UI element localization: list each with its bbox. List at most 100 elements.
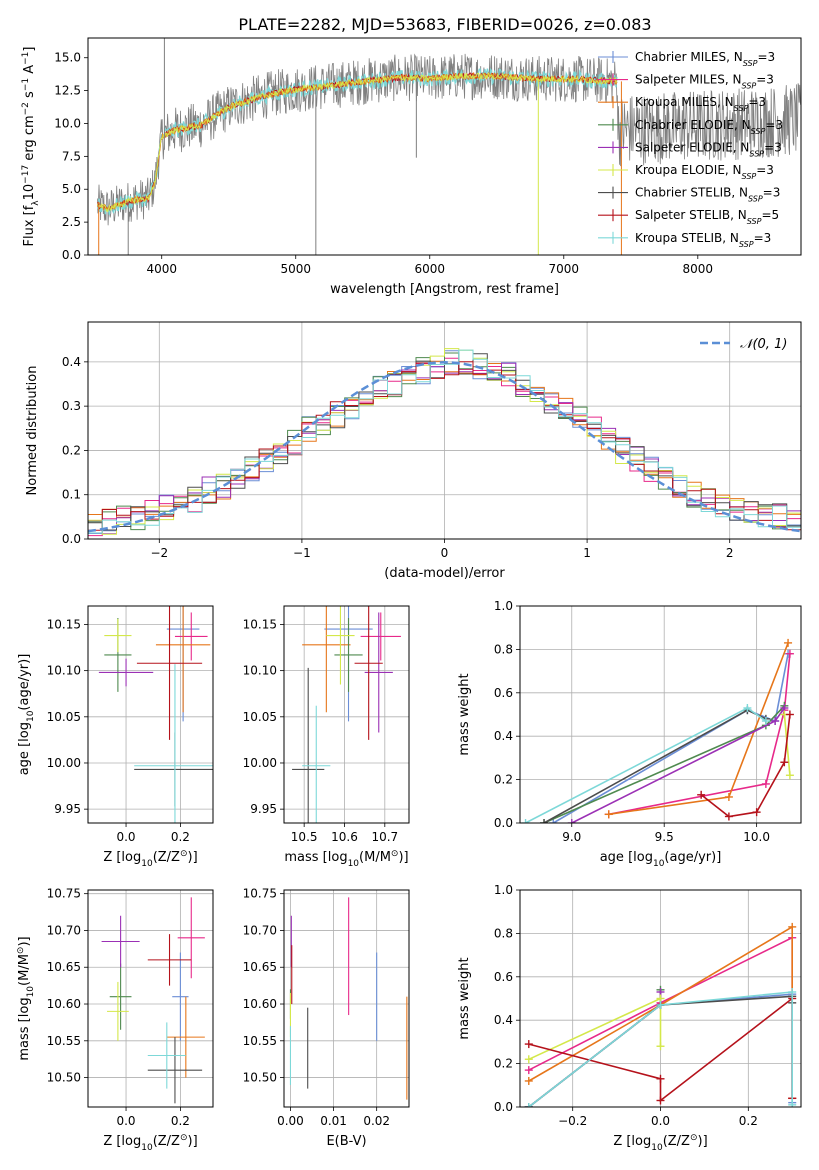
x-axis-label: E(B-V) (326, 1134, 366, 1149)
x-tick-label: 4000 (146, 262, 177, 276)
y-axis-label-part: mass [log (17, 997, 32, 1060)
x-axis-label: mass [log10(M/M⊙)] (284, 849, 408, 869)
y-tick-label: 10.50 (243, 1071, 277, 1085)
legend-label-n: =3 (757, 50, 775, 64)
x-tick-label: 0.2 (739, 1114, 758, 1128)
y-tick-label: 0.4 (494, 729, 513, 743)
y-tick-label: 0.6 (494, 686, 513, 700)
age-vs-mass-marks (292, 606, 401, 823)
y-axis-label-part: erg cm (22, 115, 37, 164)
y-axis-label: Flux [fλ10−17 erg cm−2 s−1 A−1] (21, 47, 41, 247)
axes-frame (87, 37, 802, 256)
legend-label-n: =3 (764, 140, 782, 154)
legend-label-name: Kroupa MILES, N (635, 95, 734, 109)
weight-line-kroupa-stelib (525, 707, 767, 823)
legend-label-name: Chabrier MILES, N (635, 50, 743, 64)
y-tick-label: 12.5 (54, 84, 81, 98)
x-tick-label: 9.5 (655, 830, 674, 844)
x-tick-label: −0.2 (558, 1114, 587, 1128)
y-tick-label: 7.5 (62, 149, 81, 163)
legend-label-sub: SSP (739, 239, 754, 248)
x-axis-label-part: ⊙ (180, 849, 188, 859)
legend-label: Kroupa STELIB, NSSP=3 (635, 231, 771, 249)
axes-frame (519, 605, 802, 824)
x-axis-label-part: 10 (653, 859, 665, 869)
x-tick-label: 1 (583, 546, 591, 560)
y-tick-label: 10.00 (47, 756, 81, 770)
y-axis-label-part: age [log (17, 722, 32, 775)
legend-label-sub: SSP (742, 81, 757, 90)
y-tick-label: 0.1 (62, 488, 81, 502)
weight-line-salpeter-elodie (571, 707, 786, 823)
y-axis-label: mass weight (457, 957, 472, 1039)
spectrum-marks (96, 38, 801, 255)
y-tick-label: 9.95 (250, 802, 277, 816)
axes-frame (87, 321, 802, 540)
x-tick-label: 9.0 (562, 830, 581, 844)
x-axis-label: Z [log10(Z/Z⊙)] (613, 1133, 707, 1153)
y-tick-label: 0.4 (494, 1013, 513, 1027)
figure-title: PLATE=2282, MJD=53683, FIBERID=0026, z=0… (238, 15, 651, 34)
y-tick-label: 9.95 (54, 802, 81, 816)
legend-label: Salpeter ELODIE, NSSP=3 (635, 140, 782, 158)
y-tick-label: 0.2 (494, 1057, 513, 1071)
legend-label-n: =3 (756, 73, 774, 87)
y-tick-label: 10.00 (243, 756, 277, 770)
legend-label-name: Kroupa STELIB, N (635, 231, 739, 245)
data-spectrum-line (97, 53, 801, 226)
y-tick-label: 10.65 (47, 960, 81, 974)
x-tick-label: 6000 (414, 262, 445, 276)
x-tick-label: 0.02 (363, 1114, 390, 1128)
x-axis-label-part: (Z/Z (153, 1134, 180, 1149)
y-axis-label-part: 10 (26, 986, 36, 998)
x-axis-label-part: 10 (141, 859, 153, 869)
x-axis-label-part: Z [log (103, 1134, 141, 1149)
x-axis-label-part: ⊙ (391, 849, 399, 859)
weight-line-kroupa-elodie (528, 997, 662, 1061)
legend-label: Chabrier STELIB, NSSP=3 (635, 186, 780, 204)
y-tick-label: 10.10 (47, 664, 81, 678)
y-tick-label: 10.75 (47, 887, 81, 901)
y-axis-label-part: Flux [f (22, 205, 37, 246)
residuals-plot: −2 −1 0 1 2 0.0 0.1 0.2 0.3 0.4 (data-model)/error… (25, 321, 802, 581)
legend-label-name: Kroupa ELODIE, N (635, 163, 742, 177)
y-tick-label: 5.0 (62, 182, 81, 196)
y-tick-label: 0.8 (494, 642, 513, 656)
legend-label-part: (0, 1) (752, 337, 787, 352)
weight-line-chabrier-miles (552, 653, 789, 823)
x-axis-label: Z [log10(Z/Z⊙)] (103, 849, 197, 869)
weight-vs-Z-marks (524, 922, 797, 1107)
y-axis-label: Normed distribution (25, 366, 40, 496)
y-tick-label: 10.70 (243, 923, 277, 937)
y-tick-label: 15.0 (54, 51, 81, 65)
y-tick-label: 10.65 (243, 960, 277, 974)
x-tick-label: 0.2 (171, 1114, 190, 1128)
y-tick-label: 0.0 (62, 248, 81, 262)
y-tick-label: 10.75 (243, 887, 277, 901)
legend-label-n: =3 (748, 95, 766, 109)
legend-label-sub: SSP (742, 172, 757, 181)
y-tick-label: 10.15 (47, 617, 81, 631)
y-tick-label: 1.0 (494, 599, 513, 613)
x-tick-label: 0.00 (277, 1114, 304, 1128)
legend-label-n: =3 (754, 231, 772, 245)
y-tick-label: 0.3 (62, 399, 81, 413)
normal-curve (88, 361, 801, 533)
age-vs-mass-plot: 10.5 10.6 10.7 9.95 10.00 10.05 10.10 10.15 mass… (243, 605, 410, 869)
x-axis-label-part: )] (398, 850, 408, 865)
y-axis-label: age [log10(age/yr)] (17, 654, 36, 776)
y-tick-label: 10.55 (243, 1034, 277, 1048)
x-tick-label: 7000 (549, 262, 580, 276)
legend-label-sub: SSP (747, 217, 762, 226)
legend-label-sub: SSP (734, 104, 749, 113)
x-axis-label: Z [log10(Z/Z⊙)] (103, 1133, 197, 1153)
x-axis-label: age [log10(age/yr)] (600, 850, 722, 869)
y-axis-label-part: −17 (21, 165, 31, 184)
y-tick-label: 0.2 (62, 443, 81, 457)
y-tick-label: 10.50 (47, 1071, 81, 1085)
residuals-marks (88, 348, 801, 539)
axes-frame (87, 889, 214, 1108)
legend-label-name: Chabrier STELIB, N (635, 186, 748, 200)
